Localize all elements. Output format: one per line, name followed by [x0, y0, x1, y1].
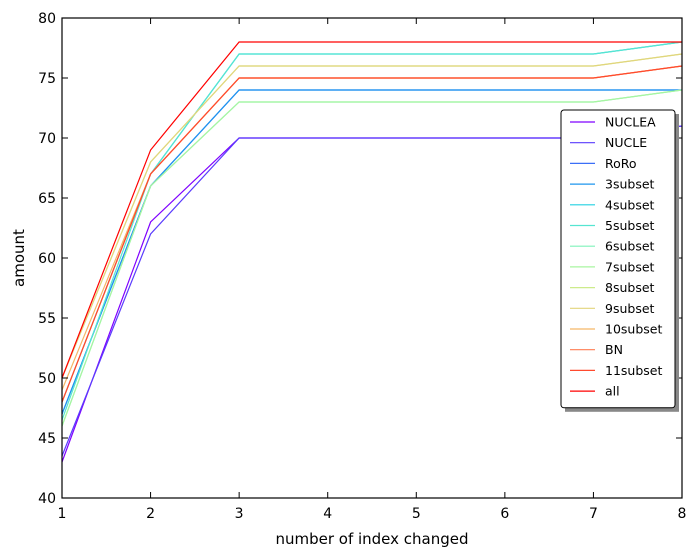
- x-tick-label: 3: [235, 506, 244, 522]
- x-axis-title: number of index changed: [275, 530, 468, 548]
- y-tick-label: 60: [38, 251, 56, 267]
- legend-entry: 9subset: [605, 301, 655, 316]
- series-line-5subset: [61, 41, 683, 421]
- legend-entry: 11subset: [605, 363, 662, 378]
- legend-entry: 4subset: [605, 197, 655, 212]
- y-axis-title: amount: [10, 229, 28, 287]
- series-line-9subset: [61, 53, 683, 379]
- series-line-all: [61, 41, 682, 379]
- y-tick-label: 45: [38, 431, 56, 447]
- y-tick-label: 70: [38, 131, 56, 147]
- y-tick-label: 65: [38, 191, 56, 207]
- legend-entry: 5subset: [605, 218, 655, 233]
- legend-entry: all: [605, 384, 620, 399]
- y-tick-label: 75: [38, 71, 56, 87]
- legend: NUCLEA NUCLE RoRo 3subset 4subset 5subset 6sub…: [560, 109, 679, 412]
- legend-entry: 8subset: [605, 280, 655, 295]
- legend-entry: 3subset: [605, 177, 655, 192]
- legend-entry: 7subset: [605, 259, 655, 274]
- series-line-3subset: [61, 89, 682, 415]
- series-line-11subset: [61, 65, 683, 403]
- y-tick-label: 40: [38, 491, 56, 507]
- series-line-7subset: [61, 89, 683, 427]
- legend-entry: NUCLEA: [605, 115, 656, 130]
- y-tick-label: 55: [38, 311, 56, 327]
- legend-entry: 10subset: [605, 322, 662, 337]
- legend-entry: NUCLE: [605, 135, 647, 150]
- x-tick-label: 1: [58, 506, 67, 522]
- legend-entry: 6subset: [605, 239, 655, 254]
- series-lines: [61, 41, 683, 463]
- x-tick-label: 6: [500, 506, 509, 522]
- legend-entry: BN: [605, 342, 623, 357]
- x-tick-label: 7: [589, 506, 598, 522]
- x-tick-label: 5: [412, 506, 421, 522]
- y-tick-label: 50: [38, 371, 56, 387]
- x-tick-label: 2: [146, 506, 155, 522]
- y-tick-label: 80: [38, 11, 56, 27]
- legend-entry: RoRo: [605, 156, 637, 171]
- x-tick-label: 4: [323, 506, 332, 522]
- x-tick-label: 8: [678, 506, 687, 522]
